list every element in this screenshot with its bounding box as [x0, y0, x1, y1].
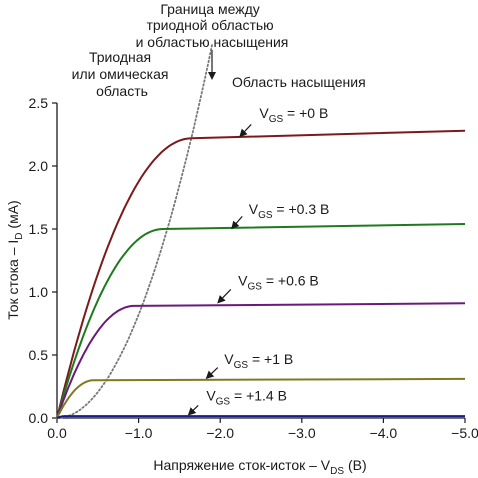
y-tick-label: 0.5 [29, 347, 49, 363]
y-axis-label-unit: (мА) [5, 200, 21, 232]
series-label-val: = +0.6 В [262, 273, 319, 289]
axes: 0.0 −1.0 −2.0 −3.0 −4.0 −5.0 0.0 0.5 1.0 1.5 2.0 2.… [29, 95, 478, 441]
series-label-main: V [249, 201, 259, 217]
x-tick-label: 0.0 [47, 425, 67, 441]
series-label-val: = +1.4 В [230, 387, 287, 403]
series-label-sub: GS [247, 282, 262, 293]
series-label-main: V [238, 273, 248, 289]
boundary-curve [56, 44, 213, 419]
y-tick-label: 1.5 [29, 221, 49, 237]
series-label-val: = +0 В [283, 105, 328, 121]
series-label-arrow [217, 289, 232, 304]
series-label-arrow [187, 404, 199, 416]
boundary-annotation-line-2: триодной областью [146, 17, 273, 33]
series-label: VGS = +0.3 В [249, 201, 330, 221]
y-tick-label: 1.0 [29, 284, 49, 300]
y-axis-label-main: Ток стока – I [5, 240, 21, 320]
boundary-curve-group [56, 44, 213, 419]
x-tick-label: −3.0 [288, 425, 316, 441]
boundary-annotation-line-1: Граница между [160, 1, 259, 17]
y-tick-label: 0.0 [29, 410, 49, 426]
series-label: VGS = +1 В [224, 351, 293, 371]
boundary-annotation: Граница между триодной областью и област… [136, 1, 289, 50]
series-line-1 [56, 223, 466, 419]
saturation-annotation: Область насыщения [232, 74, 366, 90]
series-label-sub: GS [258, 210, 273, 221]
series-label: VGS = +0.6 В [238, 273, 319, 293]
series-label-sub: GS [269, 114, 284, 125]
triode-annotation: Триодная или омическая область [72, 49, 173, 99]
x-axis-label-sub: DS [330, 466, 344, 477]
x-axis-label: Напряжение сток-исток – VDS (В) [153, 457, 366, 477]
series-label: VGS = +0 В [259, 105, 328, 125]
x-axis-label-main: Напряжение сток-исток – V [153, 457, 330, 473]
x-tick-label: −2.0 [206, 425, 234, 441]
y-tick-label: 2.5 [29, 95, 49, 111]
series-label-main: V [259, 105, 269, 121]
x-tick-label: −5.0 [451, 425, 478, 441]
triode-annotation-line-1: Триодная [89, 49, 151, 65]
series-label-val: = +0.3 В [273, 201, 330, 217]
series-line-0 [56, 129, 466, 419]
x-axis-label-unit: (В) [344, 457, 367, 473]
triode-annotation-line-3: область [96, 83, 148, 99]
series-label-sub: GS [216, 396, 231, 407]
x-tick-label: −1.0 [125, 425, 153, 441]
series-label-val: = +1 В [248, 351, 293, 367]
triode-annotation-line-2: или омическая [72, 66, 169, 82]
series-label-sub: GS [234, 360, 249, 371]
series-label-arrow [231, 216, 243, 230]
series-label-main: V [206, 387, 216, 403]
series-group [56, 129, 466, 419]
series-line-3 [56, 377, 466, 419]
series-line-2 [56, 302, 466, 419]
y-tick-label: 2.0 [29, 158, 49, 174]
x-tick-label: −4.0 [370, 425, 398, 441]
series-label-arrow [205, 367, 219, 380]
series-label: VGS = +1.4 В [206, 387, 287, 407]
y-axis-label-sub: D [14, 232, 25, 239]
series-line-4 [56, 415, 465, 419]
boundary-annotation-line-3: и областью насыщения [136, 34, 289, 50]
series-label-arrow [239, 124, 252, 138]
y-axis-label: Ток стока – ID (мА) [5, 200, 25, 319]
series-label-main: V [224, 351, 234, 367]
